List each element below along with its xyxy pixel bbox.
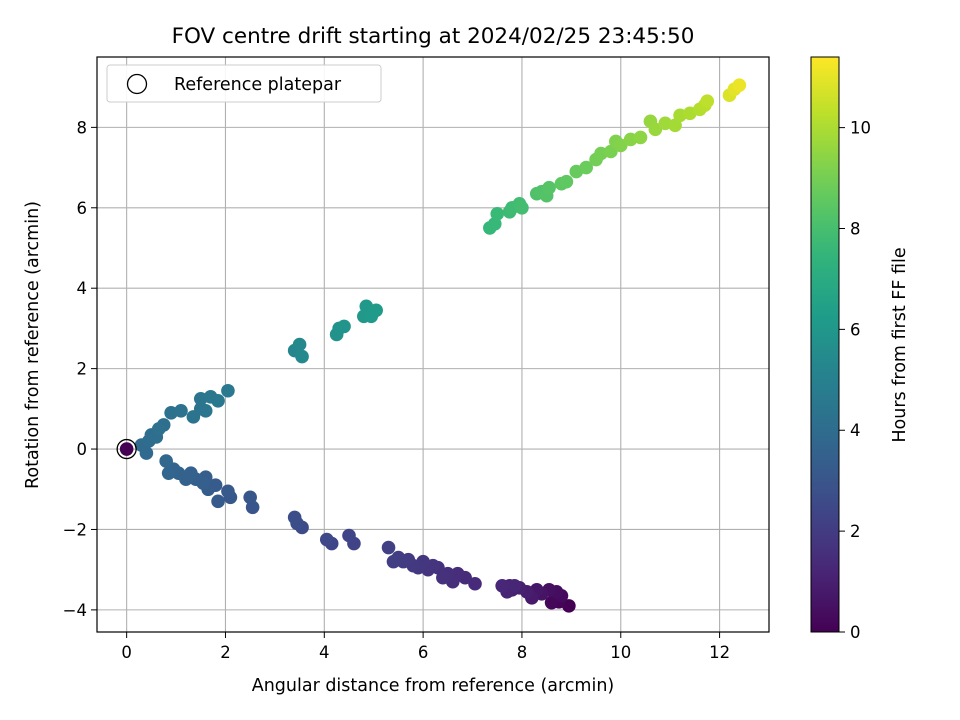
scatter-point: [319, 532, 334, 547]
scatter-point: [732, 78, 747, 92]
scatter-point: [159, 454, 173, 468]
scatter-point: [174, 404, 188, 418]
colorbar-tick-label: 4: [850, 421, 861, 440]
x-tick-label: 8: [517, 643, 528, 662]
legend-marker: [126, 73, 148, 95]
scatter-point: [221, 383, 235, 398]
scatter-point: [436, 570, 450, 585]
scatter-point: [287, 510, 302, 525]
colorbar-tick-label: 2: [850, 522, 861, 541]
scatter-point: [468, 576, 482, 591]
scatter-point: [579, 160, 593, 175]
scatter-point: [668, 118, 682, 133]
x-tick-label: 0: [121, 643, 132, 662]
colorbar-tick-label: 6: [850, 320, 861, 339]
colorbar: 0 2 4 6 8 10 Hours from first FF file: [810, 56, 910, 642]
reference-marker: [116, 438, 137, 460]
legend-box: [106, 64, 382, 103]
scatter-point: [151, 422, 166, 436]
scatter-point: [243, 490, 257, 505]
x-tick-label: 12: [709, 643, 730, 662]
reference-ring: [116, 438, 137, 460]
y-tick-label: 6: [77, 199, 88, 218]
scatter-point: [613, 138, 628, 153]
colorbar-ticks: 0 2 4 6 8 10: [839, 119, 871, 642]
scatter-point: [211, 393, 225, 408]
scatter-point: [604, 144, 618, 159]
y-tick-label: −2: [63, 520, 87, 539]
scatter-point: [490, 207, 505, 221]
reference-point: [119, 442, 134, 456]
x-tick-label: 6: [418, 643, 429, 662]
legend-entry: Reference platepar: [174, 75, 342, 95]
scatter-point: [381, 540, 396, 555]
y-tick-label: 4: [77, 279, 88, 298]
y-tick-label: 0: [77, 440, 88, 459]
scatter-point: [507, 578, 522, 593]
chart-title: FOV centre drift starting at 2024/02/25 …: [172, 24, 695, 49]
scatter-point: [221, 484, 235, 499]
y-axis-ticks: −4 −2 0 2 4 6 8: [63, 118, 97, 620]
scatter-point: [648, 122, 663, 137]
scatter-point: [161, 466, 176, 480]
x-tick-label: 10: [610, 643, 631, 662]
x-axis-label: Angular distance from reference (arcmin): [252, 676, 615, 696]
y-axis-label: Rotation from reference (arcmin): [23, 201, 43, 489]
scatter-point: [198, 404, 213, 418]
scatter-point: [337, 319, 351, 334]
y-tick-label: −4: [63, 601, 87, 620]
scatter-point: [369, 303, 383, 318]
data-points: [134, 78, 747, 613]
colorbar-gradient: [811, 57, 839, 632]
grid-lines: [97, 57, 769, 632]
x-tick-label: 4: [319, 643, 330, 662]
scatter-point: [495, 578, 509, 593]
colorbar-label: Hours from first FF file: [890, 247, 910, 442]
x-axis-ticks: 0 2 4 6 8 10 12: [121, 632, 730, 662]
scatter-point: [559, 174, 574, 189]
scatter-point: [515, 200, 529, 215]
scatter-point: [542, 180, 556, 195]
colorbar-tick-label: 0: [850, 623, 861, 642]
scatter-point: [342, 528, 356, 543]
scatter-point: [295, 349, 309, 364]
colorbar-tick-label: 10: [850, 119, 871, 138]
y-tick-label: 8: [77, 118, 88, 137]
scatter-point: [700, 94, 715, 109]
colorbar-frame: [810, 56, 840, 633]
legend: Reference platepar: [106, 64, 382, 103]
scatter-point: [386, 554, 401, 569]
scatter-point: [633, 130, 648, 145]
scatter-point: [211, 494, 225, 509]
scatter-point: [544, 595, 559, 610]
colorbar-tick-label: 8: [850, 219, 861, 238]
scatter-point: [292, 337, 307, 352]
plot-frame: [96, 56, 770, 633]
x-tick-label: 2: [220, 643, 231, 662]
y-tick-label: 2: [77, 360, 88, 379]
